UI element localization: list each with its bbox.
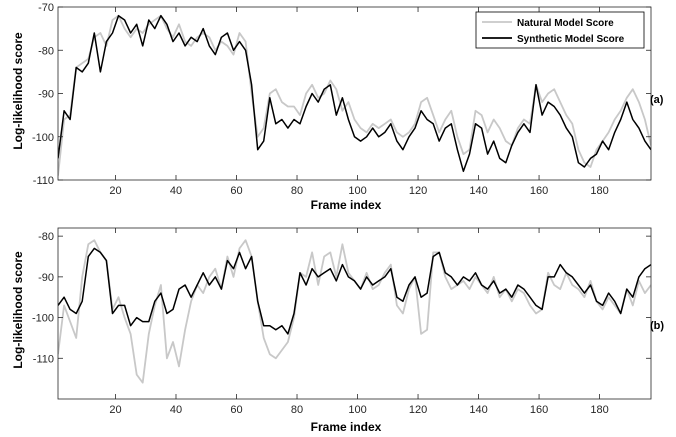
x-tick-label: 40 [170, 185, 182, 197]
y-tick-label: -110 [33, 353, 54, 365]
series-line-synthetic-b [58, 247, 651, 335]
x-tick-label: 100 [348, 404, 366, 416]
plot-area-b: 20 40 60 80 100 120 140 160 180 -110 -100 -90 -80 [32, 227, 652, 416]
x-tick-label: 120 [409, 185, 427, 197]
y-tick-label: -100 [32, 132, 54, 144]
x-axis-label-b: Frame index [311, 420, 382, 434]
x-tick-label: 20 [109, 404, 121, 416]
x-tick-label: 180 [590, 404, 608, 416]
x-tick-label: 180 [590, 185, 608, 197]
x-tick-label: 40 [170, 404, 182, 416]
panel-label-a: (a) [650, 94, 664, 106]
x-tick-label: 80 [291, 185, 303, 197]
axes-frame [57, 227, 652, 400]
x-tick-label: 140 [469, 404, 487, 416]
y-axis-label-a: Log-likelihood score [11, 32, 25, 150]
y-tick-label: -90 [38, 89, 54, 101]
x-tick-label: 60 [230, 185, 242, 197]
legend-label-natural: Natural Model Score [517, 18, 614, 29]
x-tick-label: 120 [409, 404, 427, 416]
x-tick-label: 60 [230, 404, 242, 416]
x-tick-label: 20 [109, 185, 121, 197]
x-tick-label: 100 [348, 185, 366, 197]
x-axis-label-a: Frame index [311, 198, 382, 212]
y-tick-label: -100 [32, 313, 54, 325]
series-line-natural-a [58, 14, 651, 176]
legend-box [475, 11, 645, 49]
panel-label-b: (b) [650, 320, 664, 332]
legend: Natural Model Score Synthetic Model Scor… [475, 11, 645, 49]
series-line-natural-b [58, 239, 651, 384]
y-tick-label: -90 [38, 272, 54, 284]
series-line-synthetic-a [58, 14, 651, 173]
y-tick-label: -80 [38, 231, 54, 243]
y-tick-label: -110 [33, 175, 54, 187]
y-tick-label: -70 [38, 2, 54, 14]
x-tick-label: 80 [291, 404, 303, 416]
plot-area-a: 20 40 60 80 100 120 140 160 180 -110 -100 -90 -80 -70 [32, 2, 652, 197]
panel-a: 20 40 60 80 100 120 140 160 180 -110 -100 -90 -80 -70… [11, 2, 664, 212]
x-tick-label: 140 [469, 185, 487, 197]
x-tick-label: 160 [530, 404, 548, 416]
y-axis-label-b: Log-likelihood score [11, 251, 25, 369]
legend-label-synthetic: Synthetic Model Score [517, 34, 625, 45]
x-tick-label: 160 [530, 185, 548, 197]
y-tick-label: -80 [38, 45, 54, 57]
panel-b: 20 40 60 80 100 120 140 160 180 -110 -100 -90 -80 (b… [11, 227, 664, 434]
